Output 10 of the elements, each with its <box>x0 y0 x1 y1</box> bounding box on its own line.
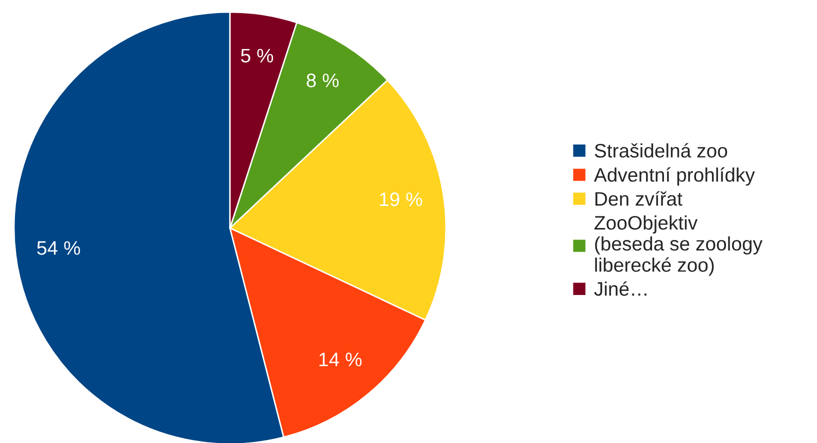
data-label: 14 % <box>319 352 362 366</box>
data-label: 8 % <box>306 74 339 88</box>
data-label: 19 % <box>380 192 422 206</box>
legend-label: ZooObjektiv (beseda se zoology liberecké zoo) <box>594 215 762 276</box>
legend-label: Den zvířat <box>595 191 682 206</box>
legend-label: Jiné… <box>594 281 646 296</box>
data-label: 5 % <box>241 48 274 63</box>
legend-label: Adventní prohlídky <box>594 167 755 186</box>
data-label: 54 % <box>37 241 80 255</box>
legend-label: Strašidelná zoo <box>594 143 728 158</box>
